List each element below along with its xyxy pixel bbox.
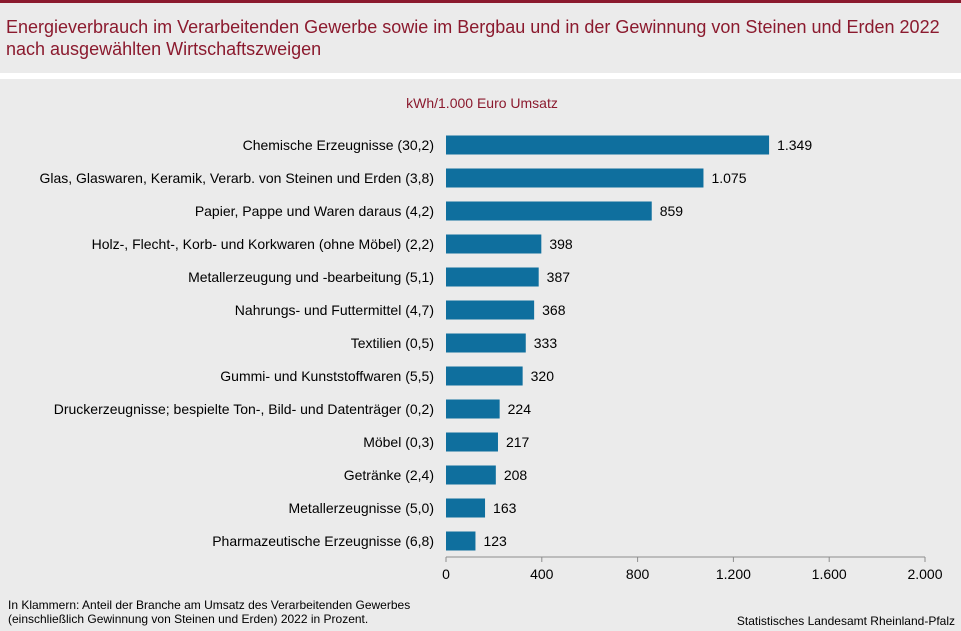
- category-label: Papier, Pappe und Waren daraus (4,2): [195, 203, 434, 219]
- bar: [446, 498, 486, 518]
- bar: [446, 399, 500, 419]
- bar-row: Chemische Erzeugnisse (30,2) 1.349: [243, 135, 812, 155]
- bar-row: Druckerzeugnisse; bespielte Ton-, Bild- …: [54, 399, 532, 419]
- footnote-line-1: In Klammern: Anteil der Branche am Umsat…: [8, 598, 411, 612]
- value-label: 387: [547, 269, 571, 285]
- category-label: Metallerzeugnisse (5,0): [288, 500, 434, 516]
- value-label: 368: [542, 302, 566, 318]
- title-separator: [0, 73, 961, 79]
- bar-row: Textilien (0,5) 333: [351, 333, 558, 353]
- bar-row: Papier, Pappe und Waren daraus (4,2) 859: [195, 201, 684, 221]
- category-label: Pharmazeutische Erzeugnisse (6,8): [212, 533, 434, 549]
- x-tick-label: 800: [626, 566, 650, 582]
- bar: [446, 432, 498, 452]
- category-label: Nahrungs- und Futtermittel (4,7): [235, 302, 434, 318]
- category-label: Holz-, Flecht-, Korb- und Korkwaren (ohn…: [92, 236, 434, 252]
- category-label: Möbel (0,3): [363, 434, 434, 450]
- category-label: Glas, Glaswaren, Keramik, Verarb. von St…: [39, 170, 434, 186]
- value-label: 163: [493, 500, 517, 516]
- bar-row: Möbel (0,3) 217: [363, 432, 530, 452]
- x-tick-label: 1.200: [716, 566, 751, 582]
- category-label: Chemische Erzeugnisse (30,2): [243, 137, 434, 153]
- footnote: In Klammern: Anteil der Branche am Umsat…: [8, 598, 410, 626]
- category-label: Textilien (0,5): [351, 335, 434, 351]
- bar-row: Holz-, Flecht-, Korb- und Korkwaren (ohn…: [92, 234, 573, 254]
- value-label: 1.075: [711, 170, 746, 186]
- x-tick-label: 2.000: [907, 566, 942, 582]
- x-tick-label: 1.600: [812, 566, 847, 582]
- category-label: Gummi- und Kunststoffwaren (5,5): [220, 368, 434, 384]
- bar: [446, 465, 496, 485]
- top-accent-rule: [0, 0, 961, 3]
- x-tick-label: 400: [530, 566, 554, 582]
- value-label: 859: [660, 203, 684, 219]
- bar-row: Gummi- und Kunststoffwaren (5,5) 320: [220, 366, 555, 386]
- value-label: 398: [549, 236, 573, 252]
- value-label: 1.349: [777, 137, 812, 153]
- bar-row: Metallerzeugnisse (5,0) 163: [288, 498, 517, 518]
- bar: [446, 135, 770, 155]
- bar: [446, 366, 523, 386]
- bar: [446, 267, 539, 287]
- chart-title: Energieverbrauch im Verarbeitenden Gewer…: [6, 17, 940, 59]
- value-label: 217: [506, 434, 530, 450]
- bar-row: Pharmazeutische Erzeugnisse (6,8) 123: [212, 531, 507, 551]
- x-tick-label: 0: [442, 566, 450, 582]
- bar: [446, 333, 526, 353]
- value-label: 208: [504, 467, 528, 483]
- bar: [446, 531, 476, 551]
- bar: [446, 234, 542, 254]
- value-label: 123: [483, 533, 507, 549]
- category-label: Metallerzeugung und -bearbeitung (5,1): [188, 269, 434, 285]
- bar: [446, 201, 652, 221]
- value-label: 320: [531, 368, 555, 384]
- bar-row: Metallerzeugung und -bearbeitung (5,1) 38…: [188, 267, 571, 287]
- value-label: 333: [534, 335, 558, 351]
- bar: [446, 300, 535, 320]
- category-label: Druckerzeugnisse; bespielte Ton-, Bild- …: [54, 401, 434, 417]
- bar-row: Glas, Glaswaren, Keramik, Verarb. von St…: [39, 168, 747, 188]
- category-label: Getränke (2,4): [344, 467, 434, 483]
- unit-label: kWh/1.000 Euro Umsatz: [406, 95, 558, 111]
- bar-row: Getränke (2,4) 208: [344, 465, 528, 485]
- source-note: Statistisches Landesamt Rheinland-Pfalz: [736, 614, 955, 628]
- bar-row: Nahrungs- und Futtermittel (4,7) 368: [235, 300, 566, 320]
- value-label: 224: [508, 401, 532, 417]
- footnote-line-2: (einschließlich Gewinnung von Steinen un…: [8, 612, 369, 626]
- bar: [446, 168, 704, 188]
